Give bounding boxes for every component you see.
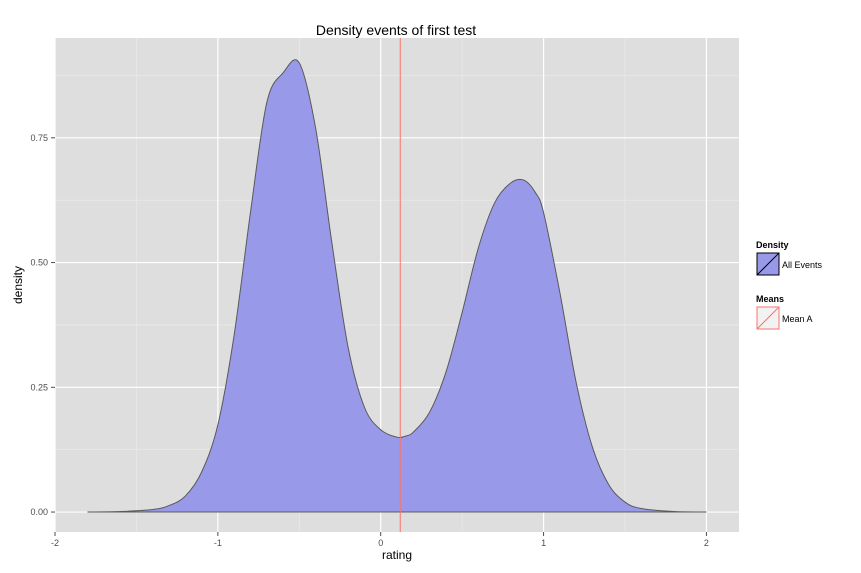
y-tick-label: 0.50 [30, 258, 48, 268]
x-tick-label: 0 [378, 538, 383, 548]
y-tick-label: 0.25 [30, 382, 48, 392]
y-tick-label: 0.00 [30, 507, 48, 517]
x-tick-label: 1 [541, 538, 546, 548]
density-area [87, 59, 707, 513]
y-axis-ticks: 0.00 0.25 0.50 0.75 [30, 133, 55, 517]
legend-title-density: Density [756, 240, 789, 250]
x-tick-label: -1 [214, 538, 222, 548]
legend-key-all-events [756, 252, 780, 276]
legend-label-all-events: All Events [782, 260, 823, 270]
chart-title: Density events of first test [316, 22, 476, 38]
x-axis-label: rating [382, 548, 412, 562]
density-curve [87, 59, 707, 513]
legend-key-mean-a [756, 306, 780, 330]
x-tick-label: -2 [51, 538, 59, 548]
x-tick-label: 2 [704, 538, 709, 548]
legend: Density All Events Means Mean A [756, 240, 823, 330]
y-tick-label: 0.75 [30, 133, 48, 143]
legend-label-mean-a: Mean A [782, 314, 813, 324]
density-series [87, 59, 707, 513]
legend-title-means: Means [756, 294, 784, 304]
x-axis-ticks: -2 -1 0 1 2 [51, 532, 709, 548]
y-axis-label: density [11, 266, 25, 304]
